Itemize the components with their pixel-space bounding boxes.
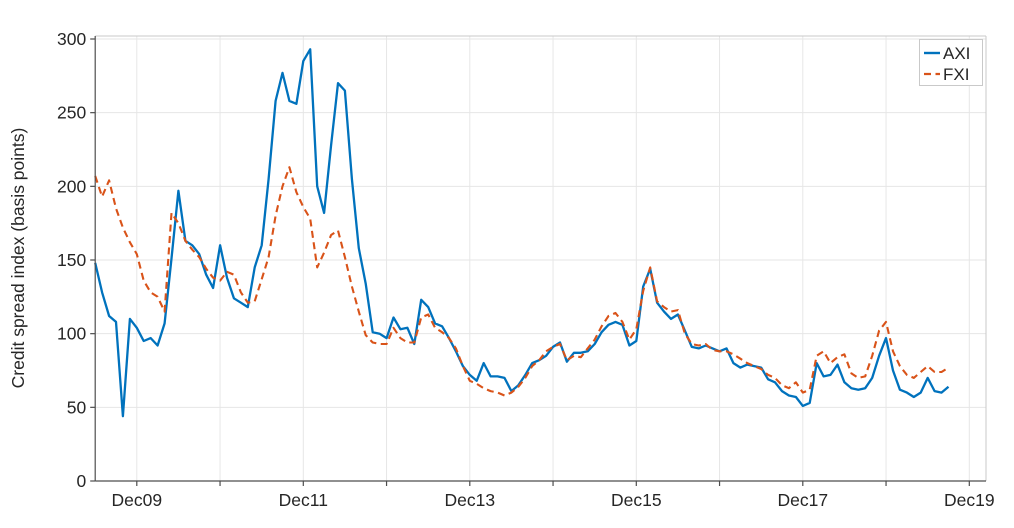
grid-lines bbox=[95, 36, 986, 481]
tick-labels: 0 50 100 150 200 250 300 Dec09 Dec11 Dec13 Dec15 De… bbox=[57, 29, 995, 510]
y-tick-label: 100 bbox=[57, 324, 86, 344]
axi-line bbox=[94, 48, 950, 418]
y-tick-label: 50 bbox=[67, 397, 87, 417]
x-tick-label: Dec11 bbox=[279, 490, 328, 510]
fxi-line bbox=[94, 166, 950, 397]
x-tick-label: Dec15 bbox=[611, 490, 662, 510]
fxi-legend-label: FXI bbox=[943, 65, 969, 84]
y-axis-label: Credit spread index (basis points) bbox=[8, 128, 28, 389]
legend: AXI FXI bbox=[919, 39, 983, 86]
y-tick-label: 150 bbox=[57, 250, 86, 270]
y-tick-label: 300 bbox=[57, 29, 86, 49]
x-tick-label: Dec19 bbox=[944, 490, 995, 510]
y-tick-label: 200 bbox=[57, 176, 86, 196]
series-lines bbox=[94, 48, 950, 418]
x-tick-label: Dec09 bbox=[112, 490, 163, 510]
y-tick-label: 250 bbox=[57, 103, 86, 123]
axes bbox=[90, 35, 987, 486]
x-tick-label: Dec17 bbox=[778, 490, 829, 510]
legend-box bbox=[919, 39, 983, 86]
y-tick-label: 0 bbox=[76, 471, 86, 491]
axi-legend-label: AXI bbox=[943, 44, 970, 63]
legend-item-axi: AXI bbox=[924, 44, 970, 63]
legend-item-fxi: FXI bbox=[924, 65, 969, 84]
x-tick-label: Dec13 bbox=[445, 490, 496, 510]
